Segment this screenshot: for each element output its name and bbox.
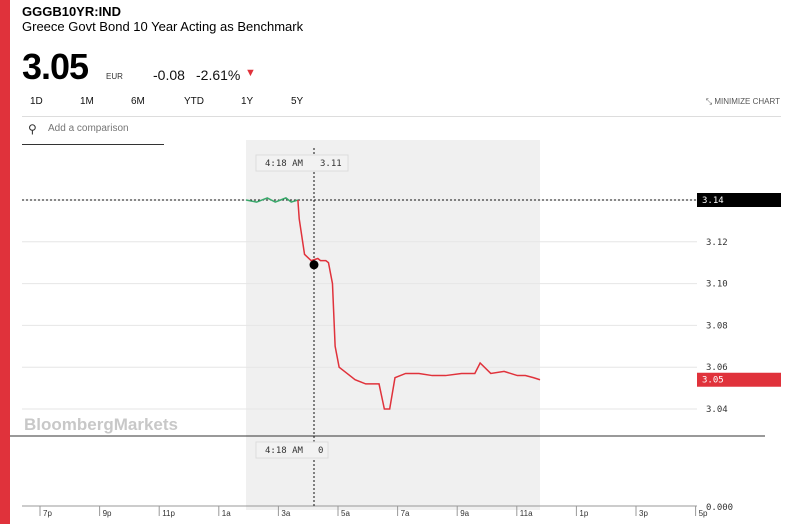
crosshair-time: 4:18 AM [265, 159, 304, 169]
last-value-tag [697, 372, 781, 387]
security-name: Greece Govt Bond 10 Year Acting as Bench… [22, 19, 304, 34]
x-tick-label: 9a [460, 509, 469, 518]
last-value-label: 3.05 [702, 376, 724, 386]
collapse-icon: ⤡ [705, 97, 713, 106]
crosshair-value: 3.11 [320, 159, 342, 169]
series-line-up [245, 197, 299, 203]
crosshair-volume-time: 4:18 AM [265, 446, 304, 456]
ticker-symbol: GGGB10YR:IND [22, 4, 121, 19]
x-tick-label: 7p [43, 509, 52, 518]
x-tick-label: 7a [401, 509, 410, 518]
y-tick-label: 3.12 [706, 238, 728, 248]
divider [22, 116, 781, 117]
x-tick-label: 11p [162, 509, 175, 518]
bloomberg-watermark: BloombergMarkets [24, 415, 178, 434]
y-tick-label: 3.06 [706, 363, 728, 373]
volume-axis-label: 0.000 [706, 503, 733, 513]
comparison-input[interactable] [46, 122, 162, 135]
currency-label: EUR [106, 72, 123, 81]
minimize-chart-label: MINIMIZE CHART [714, 97, 780, 106]
minimize-chart-button[interactable]: ⤡ MINIMIZE CHART [706, 97, 780, 107]
x-tick-label: 5a [341, 509, 350, 518]
search-icon: ⚲ [28, 122, 37, 136]
price-chart[interactable]: 3.143.123.103.083.063.043.140.0007p9p11p… [0, 140, 800, 524]
previous-close-tag [697, 193, 781, 207]
x-tick-label: 9p [103, 509, 112, 518]
series-line-down [297, 199, 541, 410]
y-tick-label: 3.04 [706, 405, 728, 415]
x-tick-label: 1p [579, 509, 588, 518]
comparison-search[interactable]: ⚲ [22, 118, 164, 145]
accent-bar [0, 0, 10, 524]
previous-close-label: 3.14 [702, 196, 724, 206]
y-tick-label: 3.10 [706, 280, 728, 290]
last-price: 3.05 [22, 46, 89, 87]
x-tick-label: 1a [222, 509, 231, 518]
x-tick-label: 3a [281, 509, 290, 518]
price-change: -0.08 [153, 67, 185, 83]
tab-5y[interactable]: 5Y [291, 96, 304, 107]
down-arrow-icon: ▼ [245, 67, 256, 79]
x-tick-label: 5p [699, 509, 708, 518]
x-tick-label: 11a [520, 509, 533, 518]
crosshair-volume-box [255, 441, 329, 459]
tab-1m[interactable]: 1M [80, 96, 94, 107]
percent-change: -2.61% [196, 67, 241, 83]
tab-1y[interactable]: 1Y [241, 96, 254, 107]
crosshair-point [309, 260, 319, 270]
tab-1d[interactable]: 1D [30, 96, 43, 107]
tab-ytd[interactable]: YTD [184, 96, 204, 107]
x-tick-label: 3p [639, 509, 648, 518]
crosshair-label-box [255, 154, 349, 172]
crosshair-volume-value: 0 [318, 446, 323, 456]
tab-6m[interactable]: 6M [131, 96, 145, 107]
y-tick-label: 3.08 [706, 321, 728, 331]
